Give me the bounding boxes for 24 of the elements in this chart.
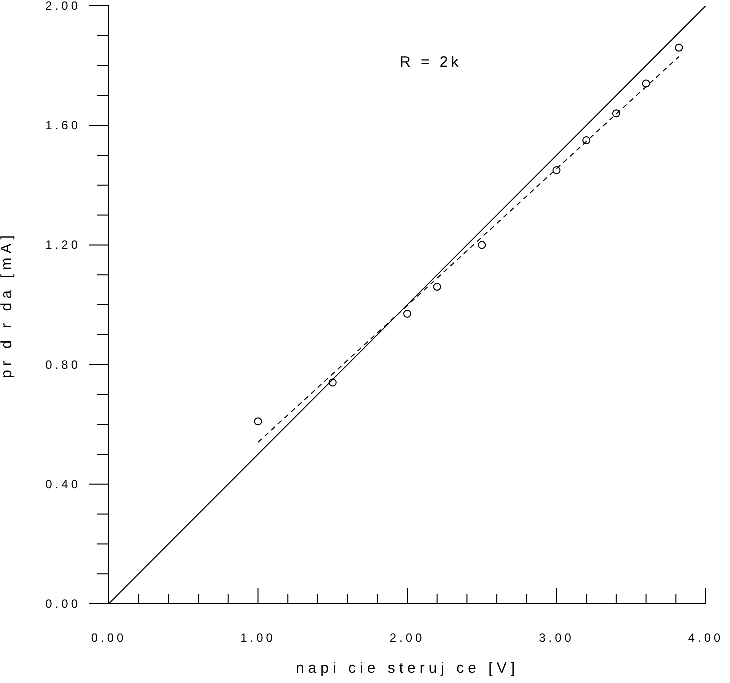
x-axis-title: napi cie steruj ce [V] xyxy=(296,660,520,677)
y-tick-label: 1.20 xyxy=(46,238,81,252)
point xyxy=(478,241,486,250)
annotation: R = 2k xyxy=(400,54,462,71)
point xyxy=(675,44,684,52)
x-tick-label: 1.00 xyxy=(240,631,276,645)
x-tick-label: 4.00 xyxy=(688,631,724,645)
point xyxy=(552,166,561,174)
x-tick-label: 0.00 xyxy=(91,631,127,645)
x-tick-label: 2.00 xyxy=(390,631,426,645)
point xyxy=(642,80,650,88)
y-axis-title: pr d r da [mA] xyxy=(0,232,16,378)
point xyxy=(328,378,337,387)
point xyxy=(612,110,620,118)
point xyxy=(582,136,591,145)
y-tick-label: 0.00 xyxy=(46,597,81,611)
point xyxy=(254,418,262,426)
x-tick-label: 3.00 xyxy=(539,631,574,645)
point xyxy=(404,310,412,318)
y-tick-label: 0.40 xyxy=(46,477,81,492)
y-tick-label: 1.60 xyxy=(46,118,81,133)
y-tick-label: 2.00 xyxy=(46,0,81,13)
point xyxy=(433,283,442,292)
y-tick-label: 0.80 xyxy=(46,358,81,372)
